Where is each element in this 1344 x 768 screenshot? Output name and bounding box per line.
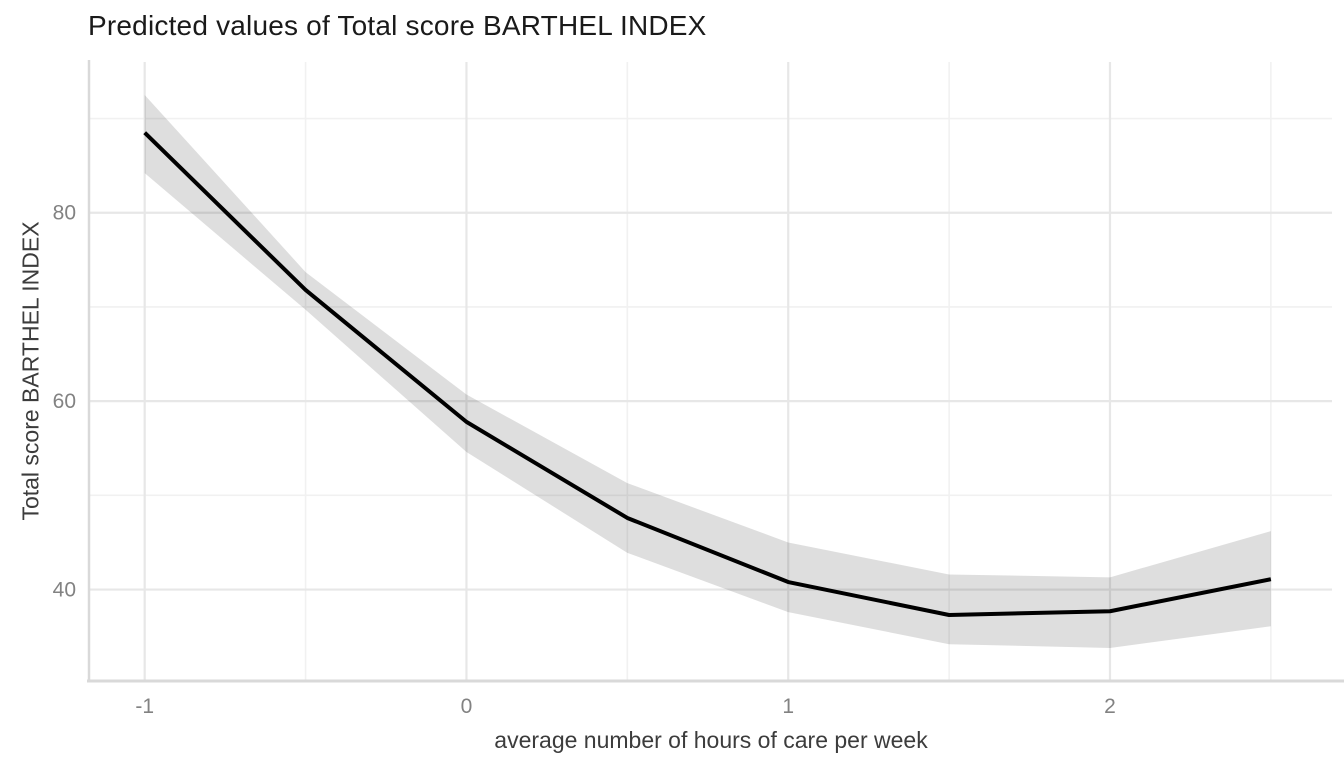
x-tick-label: 0 <box>461 695 473 718</box>
chart-title: Predicted values of Total score BARTHEL … <box>88 10 707 41</box>
x-tick-label: -1 <box>135 695 154 718</box>
confidence-band <box>144 94 1271 648</box>
y-axis-title: Total score BARTHEL INDEX <box>17 221 44 521</box>
x-axis-title: average number of hours of care per week <box>494 727 928 753</box>
y-tick-label: 40 <box>53 579 76 602</box>
x-tick-label: 2 <box>1104 695 1116 718</box>
y-tick-label: 80 <box>53 202 76 225</box>
y-tick-label: 60 <box>53 390 76 413</box>
prediction-line <box>143 131 1272 617</box>
x-tick-label: 1 <box>782 695 794 718</box>
